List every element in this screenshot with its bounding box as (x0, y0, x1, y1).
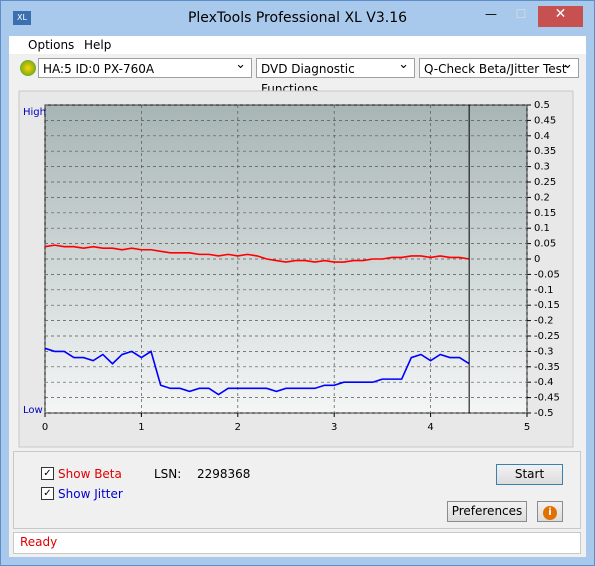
y-tick-label: -0.5 (534, 408, 554, 419)
status-text: Ready (20, 535, 58, 549)
y-tick-label: 0.05 (534, 239, 556, 250)
y-tick-label: 0.3 (534, 162, 550, 173)
x-tick-label: 1 (138, 422, 144, 433)
info-button[interactable]: i (537, 501, 563, 522)
y-tick-label: 0.5 (534, 100, 550, 111)
y-tick-label: 0.4 (534, 131, 550, 142)
x-tick-label: 4 (427, 422, 433, 433)
y-high-label: High (23, 107, 46, 118)
jitter-checkbox[interactable]: ✓ (41, 487, 54, 500)
start-button[interactable]: Start (496, 464, 563, 485)
control-panel (13, 451, 581, 529)
y-tick-label: -0.2 (534, 316, 554, 327)
y-tick-label: 0.1 (534, 223, 550, 234)
drive-select[interactable]: HA:5 ID:0 PX-760A (38, 55, 252, 78)
preferences-button[interactable]: Preferences (447, 501, 527, 522)
maximize-button[interactable]: ☐ (515, 7, 527, 21)
y-tick-label: -0.35 (534, 362, 560, 373)
y-tick-label: 0.35 (534, 146, 556, 157)
status-bar: Ready (13, 532, 581, 554)
y-tick-label: -0.3 (534, 346, 554, 357)
menu-bar: Options Help (9, 36, 586, 54)
x-tick-label: 0 (42, 422, 48, 433)
show-beta-label[interactable]: Show Beta (58, 467, 122, 481)
x-tick-label: 3 (331, 422, 337, 433)
test-select[interactable]: Q-Check Beta/Jitter Test (419, 55, 579, 78)
y-low-label: Low (23, 405, 43, 416)
series-line (44, 244, 470, 263)
lsn-label: LSN: (154, 467, 182, 481)
window-title: PlexTools Professional XL V3.16 (187, 10, 408, 26)
show-jitter-label[interactable]: Show Jitter (58, 487, 123, 501)
y-tick-label: -0.25 (534, 331, 560, 342)
y-tick-label: 0 (534, 254, 540, 265)
beta-checkbox[interactable]: ✓ (41, 467, 54, 480)
y-tick-label: 0.2 (534, 192, 550, 203)
y-tick-label: -0.05 (534, 269, 560, 280)
app-icon: XL (13, 11, 31, 25)
close-button[interactable]: ✕ (538, 6, 583, 27)
y-tick-label: -0.45 (534, 393, 560, 404)
x-tick-label: 2 (235, 422, 241, 433)
lsn-value: 2298368 (197, 467, 251, 481)
x-tick-label: 5 (524, 422, 530, 433)
chart: High Low 0.50.450.40.350.30.250.20.150.1… (18, 90, 574, 448)
y-tick-label: -0.15 (534, 300, 560, 311)
drive-icon (20, 60, 36, 76)
menu-help[interactable]: Help (84, 38, 112, 52)
minimize-button[interactable]: — (485, 7, 497, 21)
y-tick-label: 0.25 (534, 177, 556, 188)
y-tick-label: -0.1 (534, 285, 554, 296)
menu-options[interactable]: Options (28, 38, 75, 52)
series-line (44, 347, 470, 396)
y-tick-label: -0.4 (534, 377, 554, 388)
y-tick-label: 0.15 (534, 208, 556, 219)
y-tick-label: 0.45 (534, 115, 556, 126)
